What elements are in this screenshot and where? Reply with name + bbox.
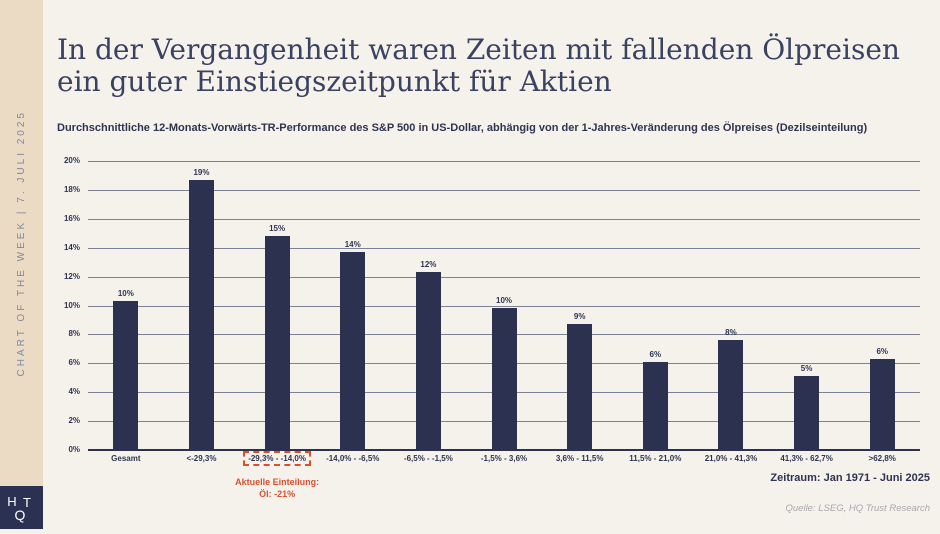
y-tick-label: 18%	[63, 184, 80, 194]
gridline	[88, 189, 920, 191]
bar-value-label: 9%	[573, 312, 586, 322]
y-tick-label: 6%	[68, 358, 80, 368]
bar-value-label: 10%	[496, 296, 513, 306]
x-tick-label: <-29,3%	[186, 454, 217, 463]
x-tick-label: Gesamt	[111, 454, 141, 463]
bar	[718, 340, 744, 450]
bar	[340, 252, 366, 450]
logo-letter-t: T	[23, 495, 31, 510]
annotation-line2: Öl: -21%	[259, 489, 296, 500]
bar-column: 10%	[88, 161, 164, 450]
bar-column: 14%	[315, 161, 391, 450]
page-title-line1: In der Vergangenheit waren Zeiten mit fa…	[57, 33, 900, 66]
x-tick-label: -29,3% - -14,0% Aktuelle Einteilung: Öl: -…	[235, 451, 319, 499]
source-label: Quelle: LSEG, HQ Trust Research	[785, 503, 931, 514]
x-axis-line	[88, 449, 920, 451]
bar-column: 5%	[769, 161, 845, 450]
bar-value-label: 8%	[725, 328, 737, 338]
bar	[642, 361, 668, 450]
logo-letter-h: H	[7, 494, 16, 509]
gridline	[88, 247, 920, 249]
bar-value-label: 15%	[269, 224, 286, 234]
y-tick-label: 4%	[68, 387, 80, 397]
bar	[415, 272, 441, 450]
bar-column: 19%	[164, 161, 240, 450]
bar	[113, 301, 139, 450]
bar	[794, 376, 820, 450]
page-title: In der Vergangenheit waren Zeiten mit fa…	[57, 34, 927, 97]
bar	[567, 324, 593, 450]
hq-trust-logo: H T Q	[0, 486, 43, 529]
highlighted-x-tick-box: -29,3% - -14,0%	[243, 451, 311, 466]
bar	[264, 236, 290, 450]
bar-column: 15%	[239, 161, 315, 450]
y-tick-label: 14%	[63, 242, 80, 252]
y-axis: 0% 2% 4% 6% 8% 10% 12% 14% 16% 18% 20%	[43, 156, 84, 454]
y-tick-label: 12%	[63, 271, 80, 281]
logo-letter-q: Q	[15, 507, 26, 523]
bar-column: 10%	[466, 161, 542, 450]
chart-subtitle: Durchschnittliche 12-Monats-Vorwärts-TR-…	[57, 122, 868, 134]
bar	[869, 358, 895, 450]
gridline	[88, 276, 920, 278]
period-label: Zeitraum: Jan 1971 - Juni 2025	[770, 472, 930, 484]
x-tick-label: 41,3% - 62,7%	[780, 454, 833, 463]
x-axis-labels: Gesamt <-29,3% -29,3% - -14,0% Aktuelle Ein…	[88, 451, 920, 499]
x-tick-label: 11,5% - 21,0%	[629, 454, 682, 463]
bar-columns: 10% 19% 15% 14% 12% 10% 9% 6% 8% 5% 6%	[88, 161, 920, 450]
page-title-line2: ein guter Einstiegszeitpunkt für Aktien	[57, 64, 612, 98]
current-decile-annotation: Aktuelle Einteilung: Öl: -21%	[197, 476, 357, 500]
x-tick-label: >62,8%	[868, 454, 896, 463]
bar-column: 12%	[391, 161, 467, 450]
bar-value-label: 5%	[800, 364, 813, 374]
x-tick-label: 21,0% - 41,3%	[704, 454, 758, 463]
sidebar-label-wrap: CHART OF THE WEEK | 7. JULI 2025	[0, 0, 43, 486]
bar-column: 8%	[693, 161, 769, 450]
chart-of-the-week-label: CHART OF THE WEEK | 7. JULI 2025	[16, 109, 27, 377]
y-tick-label: 2%	[68, 416, 80, 426]
bar	[491, 308, 517, 450]
y-tick-label: 0%	[68, 445, 80, 454]
x-tick-label: 3,6% - 11,5%	[555, 454, 604, 463]
bar-column: 9%	[542, 161, 618, 450]
bar-value-label: 6%	[876, 346, 888, 356]
bar-column: 6%	[617, 161, 693, 450]
y-tick-label: 16%	[63, 213, 80, 223]
hq-trust-logo-icon: H T Q	[7, 494, 31, 523]
y-tick-label: 10%	[63, 300, 80, 310]
bar	[188, 179, 214, 450]
bar-column: 6%	[844, 161, 920, 450]
bar-value-label: 10%	[117, 289, 134, 299]
annotation-line1: Aktuelle Einteilung:	[235, 477, 320, 487]
x-tick-label: -14,0% - -6,5%	[326, 454, 380, 463]
gridline	[88, 218, 920, 220]
gridline	[88, 161, 920, 162]
y-tick-label: 20%	[63, 156, 80, 165]
bar-value-label: 12%	[420, 260, 437, 270]
bar-value-label: 6%	[649, 349, 662, 359]
sidebar: CHART OF THE WEEK | 7. JULI 2025 H T Q	[0, 0, 43, 529]
y-tick-label: 8%	[68, 329, 80, 339]
bar-value-label: 14%	[344, 240, 361, 250]
gridline	[88, 305, 920, 307]
x-tick-label: -6,5% - -1,5%	[403, 454, 453, 463]
x-tick-label: -1,5% - 3,6%	[480, 454, 528, 463]
bar-value-label: 19%	[193, 167, 210, 177]
